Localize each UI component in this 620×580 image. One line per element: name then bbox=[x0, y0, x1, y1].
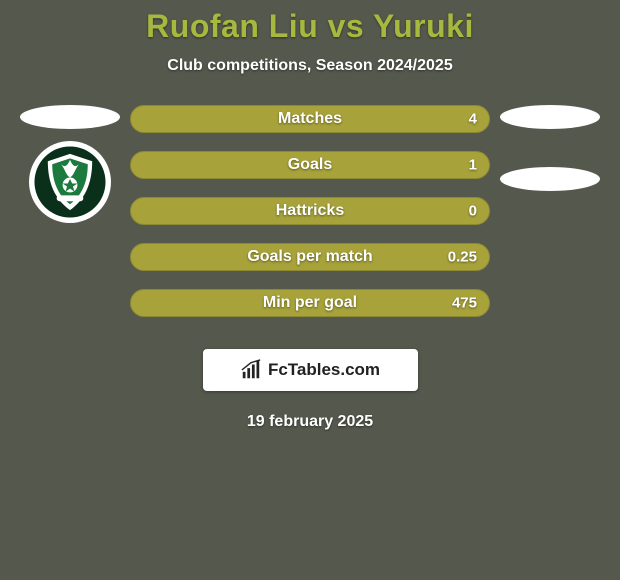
player-oval-right-1 bbox=[500, 105, 600, 129]
bar-chart-icon bbox=[240, 359, 262, 381]
content-area: Matches 4 Goals 1 Hattricks 0 Goals per … bbox=[0, 105, 620, 431]
stat-row-mpg: Min per goal 475 bbox=[130, 289, 490, 317]
right-player-col bbox=[500, 105, 600, 191]
stat-row-goals: Goals 1 bbox=[130, 151, 490, 179]
stat-right-value: 1 bbox=[469, 157, 477, 174]
stat-label: Min per goal bbox=[263, 294, 357, 312]
player-oval-right-2 bbox=[500, 167, 600, 191]
date-text: 19 february 2025 bbox=[0, 413, 620, 431]
stat-right-value: 0 bbox=[469, 203, 477, 220]
stat-right-value: 0.25 bbox=[448, 249, 477, 266]
shield-icon bbox=[33, 145, 107, 219]
page-subtitle: Club competitions, Season 2024/2025 bbox=[167, 57, 452, 75]
site-logo[interactable]: FcTables.com bbox=[203, 349, 418, 391]
player-oval-left bbox=[20, 105, 120, 129]
stat-label: Matches bbox=[278, 110, 342, 128]
stat-label: Goals per match bbox=[247, 248, 372, 266]
stat-right-value: 4 bbox=[469, 111, 477, 128]
club-badge-left bbox=[29, 141, 111, 223]
left-player-col bbox=[20, 105, 120, 223]
stat-row-hattricks: Hattricks 0 bbox=[130, 197, 490, 225]
site-logo-text: FcTables.com bbox=[268, 360, 380, 380]
stats-list: Matches 4 Goals 1 Hattricks 0 Goals per … bbox=[130, 105, 490, 317]
stat-row-matches: Matches 4 bbox=[130, 105, 490, 133]
page-title: Ruofan Liu vs Yuruki bbox=[146, 8, 474, 45]
stat-label: Goals bbox=[288, 156, 332, 174]
stat-row-gpm: Goals per match 0.25 bbox=[130, 243, 490, 271]
stat-right-value: 475 bbox=[452, 295, 477, 312]
stat-label: Hattricks bbox=[276, 202, 344, 220]
